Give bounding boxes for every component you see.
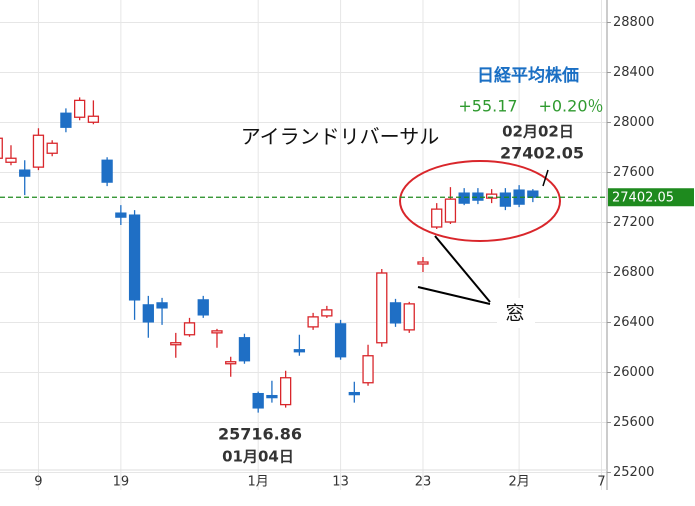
y-tick-label: 26000 [613,365,654,380]
y-tick-label: 25600 [613,415,654,430]
candle-body [142,304,154,323]
candle-body [170,342,182,346]
x-tick-label: 7 [597,475,605,490]
candle-body [46,142,58,154]
x-tick-label: 19 [113,475,130,490]
y-tick-label: 25200 [613,465,654,480]
candle-body [389,302,402,324]
x-tick-label: 23 [415,475,432,490]
candle-body [417,261,429,265]
candle-body [403,303,415,331]
candle-body [293,349,306,353]
pointer-line [434,235,491,303]
candle-body [266,394,278,399]
candle-body [499,192,512,207]
plot-area [0,0,607,490]
candle-body [183,322,196,336]
x-tick-label: 9 [34,475,42,490]
x-tick-label: 1月 [248,475,269,490]
candle-body [101,159,113,183]
candle-body [238,337,251,362]
gap-label-box [497,298,535,328]
candle-body [5,157,17,163]
candle-body [197,299,209,316]
highlight-ellipse [399,160,561,242]
change-percent: +0.20％ [538,97,603,116]
candle-body [115,212,127,218]
candle-body [32,134,45,168]
y-tick-label: 28000 [613,115,654,130]
candle-body [279,377,292,406]
y-tick-label: 26800 [613,265,654,280]
grid [0,0,607,490]
x-tick-label: 2月 [508,475,529,490]
candle-body [485,193,498,199]
candle-body [87,115,100,123]
chart-title: 日経平均株価 [477,65,579,86]
high-value: 27402.05 [500,144,584,163]
pattern-label: アイランドリバーサル [241,125,440,149]
high-date: 02月02日 [502,123,574,141]
gap-label: 窓 [505,303,524,325]
candle-body [252,392,264,409]
candle-body [362,355,374,384]
y-tick-label: 26400 [613,315,654,330]
candle-body [19,169,31,177]
candle-body [472,192,484,201]
y-tick-label: 27200 [613,215,654,230]
candle-body [444,198,457,223]
y-tick-label: 27600 [613,165,654,180]
change: +55.17 [458,97,517,116]
candle-body [527,190,539,198]
y-tick-label: 28400 [613,65,654,80]
candle-body [60,112,72,128]
candle-body [225,361,237,365]
y-tick-label: 28800 [613,15,654,30]
pointer-line [542,169,549,187]
candle-body [321,309,333,317]
candle-body [431,208,443,228]
pointer-line [417,286,491,305]
x-tick-label: 13 [332,475,349,490]
low-date: 01月04日 [222,448,294,466]
candle-body [74,99,86,118]
candles [0,97,539,413]
candle-body [334,323,347,358]
candle-body [458,192,470,204]
candle-body [211,330,223,334]
last-price-label: 27402.05 [612,191,674,206]
candle-body [307,316,319,328]
candle-body [128,214,141,301]
candle-body [376,272,388,344]
last-price-box [608,188,694,207]
candle-body [0,137,3,159]
candle-body [156,302,168,309]
candle-body [348,391,360,396]
low-value: 25716.86 [218,425,302,444]
